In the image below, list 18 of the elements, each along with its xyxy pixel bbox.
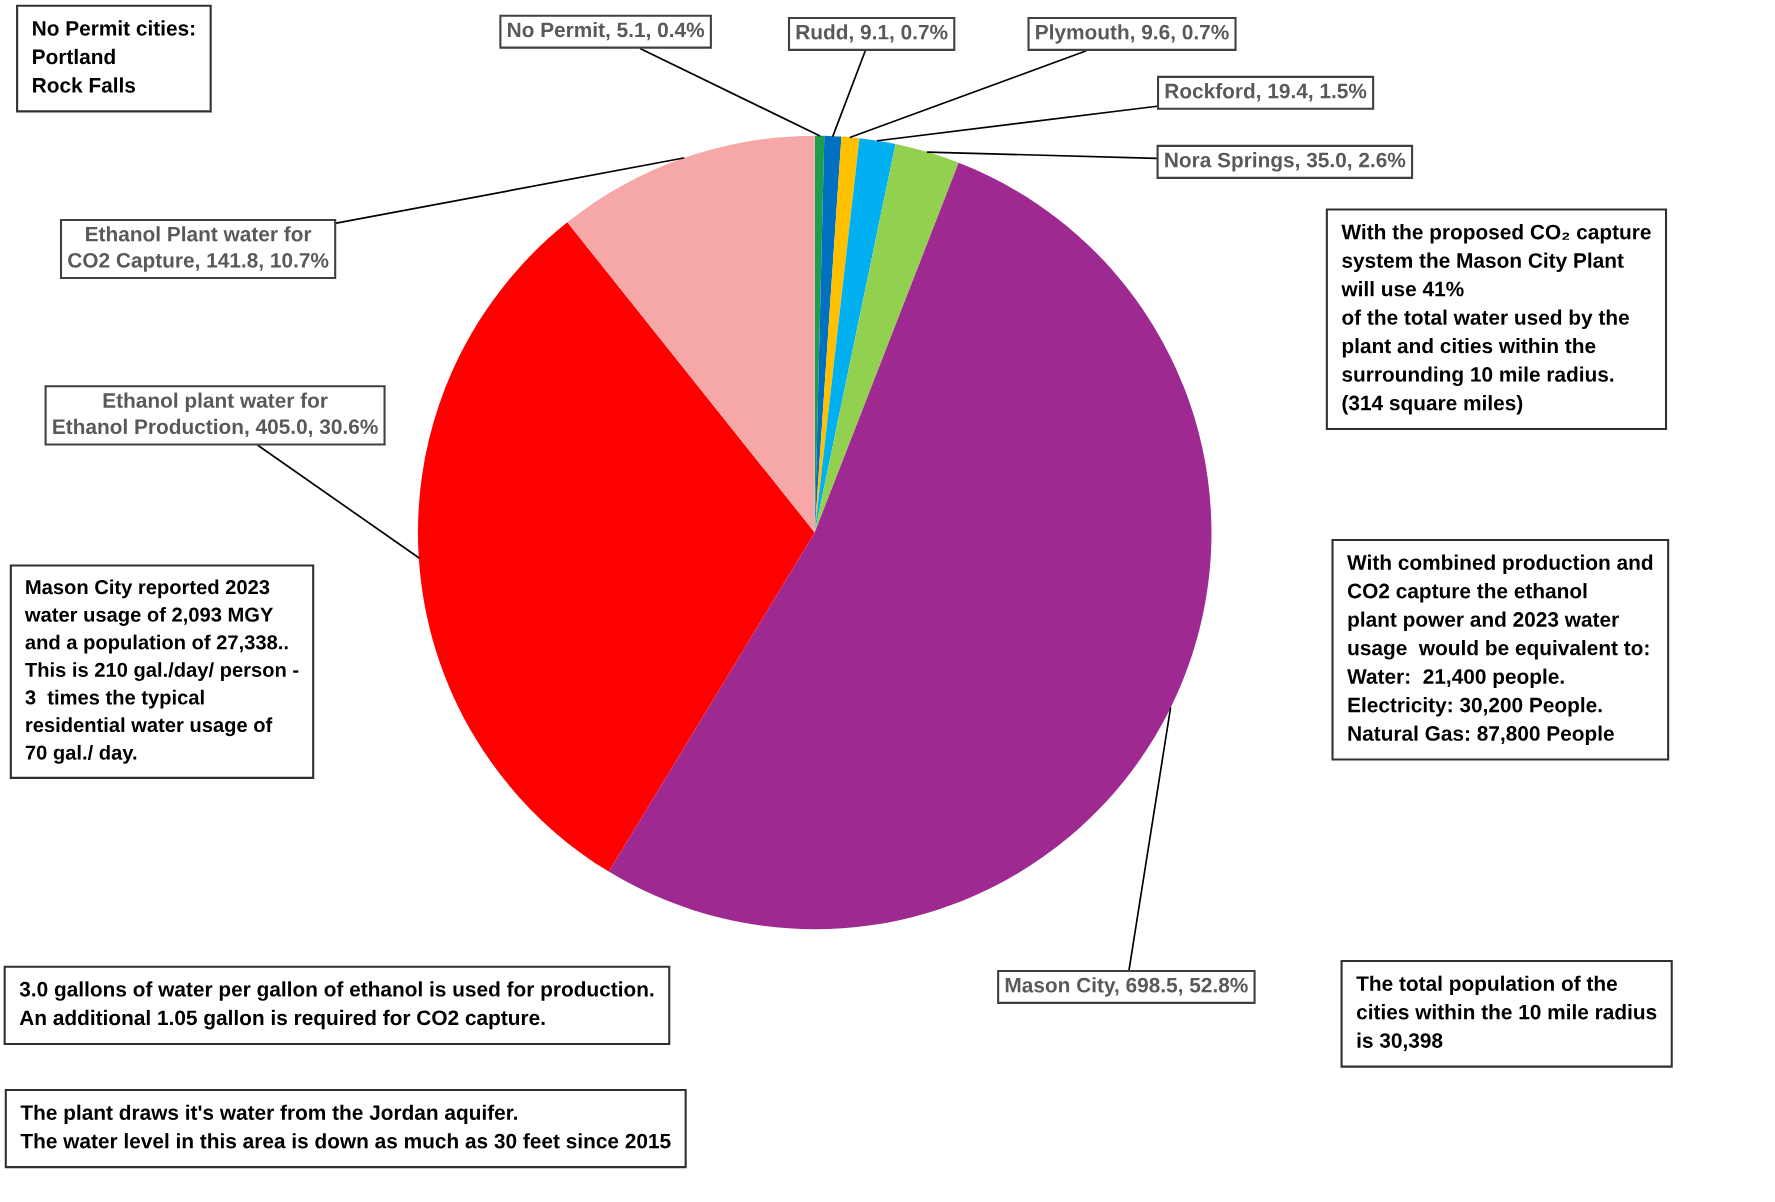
slice-label: Ethanol plant water for Ethanol Production, 405.0, 30.6%: [53, 392, 378, 438]
slice-label: Ethanol Plant water for CO2 Capture, 141.8, 10.7%: [68, 226, 329, 272]
pie-slice: [567, 135, 815, 533]
text: No Permit cities: Portland Rock Falls: [33, 20, 195, 93]
slice-label: Rockford, 19.4, 1.5%: [1165, 83, 1367, 102]
slice-label: No Permit, 5.1, 0.4%: [508, 21, 705, 41]
pie-slice: [814, 144, 959, 533]
slice-label: Plymouth, 9.6, 0.7%: [1036, 24, 1229, 44]
slice-label: Mason City, 698.5, 52.8%: [1005, 977, 1248, 997]
pie-slice: [418, 222, 815, 872]
text: The total population of the cities within the 10 mile radius is 30,398: [1356, 975, 1657, 1051]
text: With the proposed CO₂ capture system the Mason City Plant will use 41% of the total water used by the plant and cities within the surrounding 10 mile radius. (314 square miles): [1341, 224, 1651, 415]
text: Mason City reported 2023 water usage of 2,093 MGY and a population of 27,338.. This is 210 gal./day/ person - 3 times the typical residential water usage of 70 gal./ day.: [24, 579, 299, 764]
slice-label: Rudd, 9.1, 0.7%: [796, 24, 948, 43]
text: 3.0 gallons of water per gallon of ethanol is used for production. An additional 1.05 gallon is required for CO2 capture.: [19, 981, 654, 1030]
slice-label: Nora Springs, 35.0, 2.6%: [1165, 152, 1406, 172]
text: The plant draws it's water from the Jordan aquifer. The water level in this area is down as much as 30 feet since 2015: [20, 1104, 671, 1149]
text: With combined production and CO2 capture the ethanol plant power and 2023 water usage would be equivalent to: Water: 21,400 people. Electricity: 30,200 People. Natural Gas: 87,800 People: [1347, 554, 1653, 745]
